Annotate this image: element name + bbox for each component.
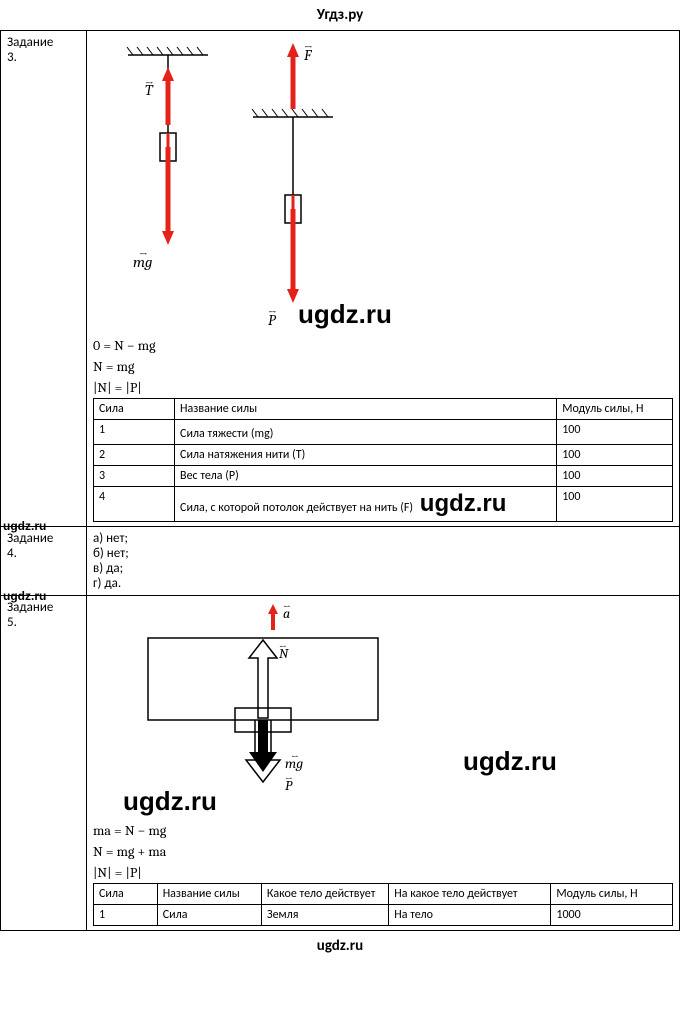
td: Земля	[261, 905, 388, 926]
th: Название силы	[175, 399, 557, 420]
td: 4	[94, 487, 175, 522]
td: 1000	[551, 905, 673, 926]
svg-text:→: →	[268, 306, 277, 319]
td: Сила	[157, 905, 261, 926]
td: 2	[94, 445, 175, 466]
td: 100	[557, 445, 673, 466]
table-row: 1 Сила Земля На тело 1000	[94, 905, 673, 926]
task3-row: Задание 3.	[1, 31, 680, 527]
th: Сила	[94, 884, 158, 905]
td: 100	[557, 487, 673, 522]
task5-label2: 5.	[7, 615, 17, 630]
td: Вес тела (P)	[175, 466, 557, 487]
task5-eq3: |N| = |P|	[93, 862, 673, 883]
svg-text:→: →	[145, 77, 154, 90]
task4-label-cell: Задание 4. ugdz.ru ugdz.ru	[1, 527, 87, 596]
svg-text:→: →	[285, 773, 293, 785]
td: Сила, с которой потолок действует на нит…	[175, 487, 557, 522]
task4-c: в) да;	[93, 561, 673, 576]
table-row: 4 Сила, с которой потолок действует на н…	[94, 487, 673, 522]
svg-text:→: →	[283, 601, 291, 613]
table-header-row: Сила Название силы Какое тело действует …	[94, 884, 673, 905]
task5-eq1: ma = N − mg	[93, 820, 673, 841]
task4-label1: Задание	[7, 531, 53, 546]
th: Какое тело действует	[261, 884, 388, 905]
task5-content: a → N → mg → P → ugdz.ru	[87, 596, 680, 931]
th: На какое тело действует	[389, 884, 551, 905]
td: 1	[94, 905, 158, 926]
task3-label2: 3.	[7, 50, 17, 65]
task3-eq1: 0 = N − mg	[93, 335, 673, 356]
watermark: ugdz.ru	[420, 490, 507, 517]
svg-text:→: →	[279, 641, 287, 653]
task3-content: T → mg →	[87, 31, 680, 527]
task3-eq2: N = mg	[93, 356, 673, 377]
th: Сила	[94, 399, 175, 420]
task3-label-cell: Задание 3.	[1, 31, 87, 527]
table-header-row: Сила Название силы Модуль силы, Н	[94, 399, 673, 420]
task5-label-cell: Задание 5.	[1, 596, 87, 931]
task4-content: а) нет; б) нет; в) да; г) да.	[87, 527, 680, 596]
td: 100	[557, 466, 673, 487]
watermark: ugdz.ru	[3, 519, 46, 533]
table-row: 1 Сила тяжести (mg) 100	[94, 420, 673, 445]
content-table: Задание 3.	[0, 30, 680, 931]
task5-equations: ma = N − mg N = mg + ma |N| = |P|	[93, 820, 673, 883]
task4-row: Задание 4. ugdz.ru ugdz.ru а) нет; б) не…	[1, 527, 680, 596]
task5-row: Задание 5. a → N →	[1, 596, 680, 931]
task5-table: Сила Название силы Какое тело действует …	[93, 883, 673, 926]
svg-text:→: →	[139, 248, 148, 261]
task3-diagram: T → mg →	[93, 35, 453, 335]
task4-label2: 4.	[7, 546, 17, 561]
task4-d: г) да.	[93, 576, 673, 591]
task4-b: б) нет;	[93, 546, 673, 561]
table-row: 3 Вес тела (P) 100	[94, 466, 673, 487]
td: Сила тяжести (mg)	[175, 420, 557, 445]
task3-eq3: |N| = |P|	[93, 377, 673, 398]
page-header: Угдз.ру	[0, 0, 680, 30]
td: 100	[557, 420, 673, 445]
td: 3	[94, 466, 175, 487]
task3-table: Сила Название силы Модуль силы, Н 1 Сила…	[93, 398, 673, 522]
th: Название силы	[157, 884, 261, 905]
th: Модуль силы, Н	[551, 884, 673, 905]
svg-text:→: →	[304, 41, 313, 54]
td: На тело	[389, 905, 551, 926]
td: 1	[94, 420, 175, 445]
task5-diagram: a → N → mg → P → ugdz.ru	[93, 600, 653, 820]
task3-equations: 0 = N − mg N = mg |N| = |P|	[93, 335, 673, 398]
svg-text:ugdz.ru: ugdz.ru	[298, 299, 392, 329]
task4-a: а) нет;	[93, 531, 673, 546]
th: Модуль силы, Н	[557, 399, 673, 420]
task5-eq2: N = mg + ma	[93, 841, 673, 862]
watermark: ugdz.ru	[3, 589, 46, 603]
table-row: 2 Сила натяжения нити (T) 100	[94, 445, 673, 466]
svg-text:ugdz.ru: ugdz.ru	[123, 786, 217, 816]
svg-text:ugdz.ru: ugdz.ru	[463, 746, 557, 776]
task3-label1: Задание	[7, 35, 53, 50]
svg-text:→: →	[291, 751, 299, 763]
td: Сила натяжения нити (T)	[175, 445, 557, 466]
page-footer: ugdz.ru	[0, 931, 680, 961]
